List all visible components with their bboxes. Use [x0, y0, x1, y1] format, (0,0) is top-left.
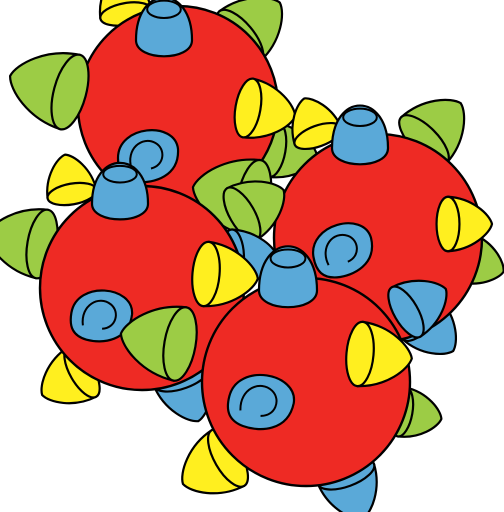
- ball-a-knob-0-swirl: [129, 140, 164, 170]
- ball-a-front-spike-1-base: [233, 77, 263, 139]
- ball-c-front-spike-0: [46, 153, 98, 207]
- ball-b-knob-0-swirl: [324, 233, 358, 266]
- ball-c-back-spike-1: [222, 180, 286, 242]
- ball-d-back-spike-0: [119, 305, 198, 382]
- ball-d-back-spike-2: [181, 428, 250, 495]
- ball-d-back-spike-0-base: [162, 306, 198, 382]
- ball-c-top-knob: [90, 161, 150, 221]
- ball-a-top-knob-rim: [146, 0, 182, 19]
- ball-c-front-spike-1-base: [191, 240, 221, 308]
- ball-b-knob-0: [312, 222, 374, 279]
- ball-d-knob-0: [226, 373, 295, 431]
- ball-b-front-spike-1-base: [435, 195, 461, 253]
- ball-b-top-knob: [330, 104, 390, 166]
- ball-d-top-knob-rim: [269, 248, 307, 269]
- spiked-ball-d: [119, 245, 448, 512]
- ball-b-top-knob-rim: [342, 107, 378, 127]
- ball-c-front-spike-1: [191, 240, 259, 308]
- ball-d-front-spike-0: [345, 320, 413, 388]
- ball-d-knob-0-swirl: [239, 384, 278, 417]
- ball-d-front-spike-0-base: [345, 320, 375, 388]
- ball-c-knob-0-swirl: [81, 299, 117, 330]
- ball-b-front-spike-1: [435, 195, 494, 253]
- ball-a-top-knob: [134, 0, 194, 58]
- ball-d-back-spike-1-base: [387, 285, 425, 339]
- ball-d-knob-0-shell: [226, 373, 295, 431]
- ball-c-top-knob-rim: [102, 164, 138, 184]
- ball-d-back-spike-1: [387, 279, 448, 339]
- ball-a-front-spike-1: [233, 77, 297, 139]
- spiked-ball-a: [9, 0, 319, 208]
- ball-a-front-spike-0: [9, 52, 90, 131]
- ball-d-top-knob: [257, 245, 319, 309]
